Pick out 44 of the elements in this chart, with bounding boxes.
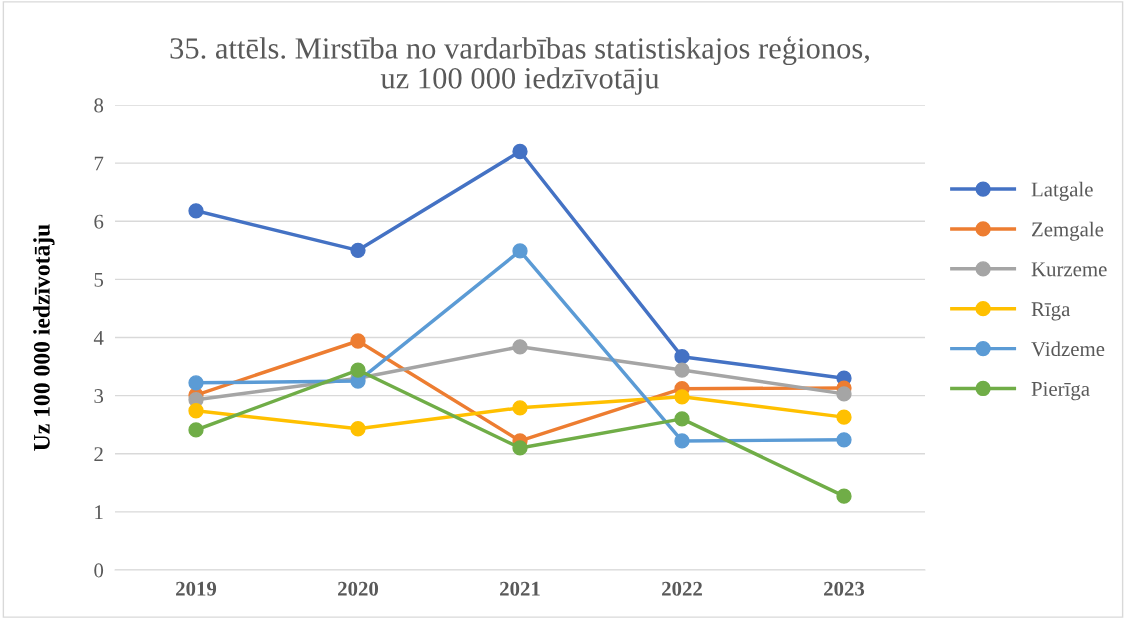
y-tick-label: 0 <box>94 563 104 578</box>
chart-title: 35. attēls. Mirstība no vardarbības statistiskajos reģionos, uz 100 000 iedzīvotāju <box>170 36 869 95</box>
point <box>350 421 366 437</box>
point <box>836 488 852 504</box>
y-tick-label: 5 <box>94 272 104 287</box>
y-tick-label: 2 <box>94 447 103 461</box>
point <box>836 386 852 402</box>
point <box>512 243 528 259</box>
x-tick-label: 2021 <box>500 581 540 596</box>
y-tick-label: 8 <box>94 98 104 113</box>
legend-label: Zemgale <box>1032 221 1104 241</box>
point <box>188 422 204 438</box>
y-axis-title: Uz 100 000 iedzīvotāju <box>33 224 55 451</box>
legend-label: Pierīga <box>1031 381 1090 401</box>
legend-label: Latgale <box>1031 181 1093 201</box>
point <box>512 143 528 160</box>
legend-label: Vidzeme <box>1031 341 1105 357</box>
point <box>512 440 528 456</box>
point <box>188 403 204 419</box>
point <box>836 432 852 448</box>
point <box>674 362 690 378</box>
point <box>350 362 366 378</box>
point <box>836 409 852 425</box>
y-tick-label: 4 <box>93 331 104 345</box>
x-tick-label: 2022 <box>662 581 702 596</box>
x-tick-label: 2020 <box>338 581 379 596</box>
legend-label: Rīga <box>1031 302 1071 321</box>
x-tick-label: 2023 <box>824 581 865 596</box>
legend-label: Kurzeme <box>1031 262 1107 277</box>
point <box>350 242 366 258</box>
y-tick-label: 6 <box>94 214 104 229</box>
point <box>674 433 690 449</box>
y-tick-label: 3 <box>94 389 104 404</box>
y-tick-label: 1 <box>95 505 103 520</box>
point <box>512 339 528 355</box>
point <box>674 389 690 405</box>
point <box>674 411 690 427</box>
point <box>674 349 690 365</box>
y-tick-label: 7 <box>94 156 104 171</box>
x-tick-label: 2019 <box>176 581 217 596</box>
point <box>188 375 204 391</box>
point <box>350 333 366 349</box>
point <box>188 203 204 219</box>
point <box>512 400 528 416</box>
